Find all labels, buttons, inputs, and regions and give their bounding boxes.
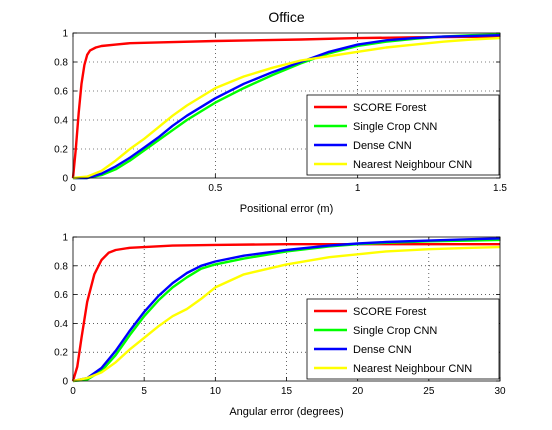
series-line-score-forest: [71, 242, 500, 382]
chart-title: Office: [268, 9, 305, 25]
series-line-score-forest: [71, 35, 501, 179]
x-tick-label: 1: [355, 183, 361, 194]
y-tick-label: 0.6: [54, 290, 68, 301]
x-axis-label: Positional error (m): [240, 203, 334, 215]
legend-box: [306, 298, 500, 380]
y-tick-label: 0: [62, 377, 68, 388]
legend-entry: Dense CNN: [353, 140, 412, 152]
x-tick-label: 0.5: [208, 183, 222, 194]
legend-entry: Single Crop CNN: [353, 325, 437, 337]
x-tick-label: 1.5: [493, 183, 507, 194]
series-line-nearest-neighbour-cnn: [72, 36, 501, 180]
y-tick-label: 0: [62, 174, 68, 185]
legend: SCORE Forest Single Crop CNN Dense CNN Near…: [306, 298, 500, 380]
y-tick-label: 1: [62, 29, 68, 40]
y-tick-label: 1: [62, 233, 68, 244]
legend-entry: Nearest Neighbour CNN: [353, 159, 472, 171]
legend-entry: Nearest Neighbour CNN: [353, 363, 472, 375]
x-tick-label: 30: [494, 386, 506, 397]
bottom-chart-angular-error: 0 5 10 15 20 25 30 0 0.2 0.4 0.6 0.8 1 Angular error …: [54, 233, 506, 419]
x-tick-label: 15: [281, 386, 293, 397]
axes-frame: [72, 32, 501, 179]
y-tick-label: 0.2: [54, 145, 68, 156]
y-tick-label: 0.4: [54, 116, 68, 127]
legend-box: [306, 94, 500, 176]
x-tick-label: 25: [423, 386, 435, 397]
y-tick-label: 0.6: [54, 87, 68, 98]
axes-frame: [72, 236, 501, 382]
y-tick-label: 0.8: [54, 58, 68, 69]
series-line-dense-cnn: [72, 237, 501, 383]
y-tick-label: 0.2: [54, 348, 68, 359]
legend-entry: SCORE Forest: [353, 102, 426, 114]
x-axis-label: Angular error (degrees): [229, 406, 343, 418]
top-chart-positional-error: 0 0.5 1 1.5 0 0.2 0.4 0.6 0.8 1 Office Positional e…: [54, 9, 507, 215]
x-tick-label: 5: [141, 386, 147, 397]
x-tick-label: 0: [70, 183, 76, 194]
x-tick-label: 0: [70, 386, 76, 397]
legend: SCORE Forest Single Crop CNN Dense CNN Near…: [306, 94, 500, 176]
series-line-dense-cnn: [73, 34, 501, 180]
y-tick-label: 0.8: [54, 261, 68, 272]
legend-entry: SCORE Forest: [353, 306, 426, 318]
legend-entry: Single Crop CNN: [353, 121, 437, 133]
series-line-nearest-neighbour-cnn: [72, 245, 501, 383]
x-tick-label: 20: [352, 386, 364, 397]
y-tick-label: 0.4: [54, 319, 68, 330]
x-tick-label: 10: [210, 386, 222, 397]
legend-entry: Dense CNN: [353, 344, 412, 356]
